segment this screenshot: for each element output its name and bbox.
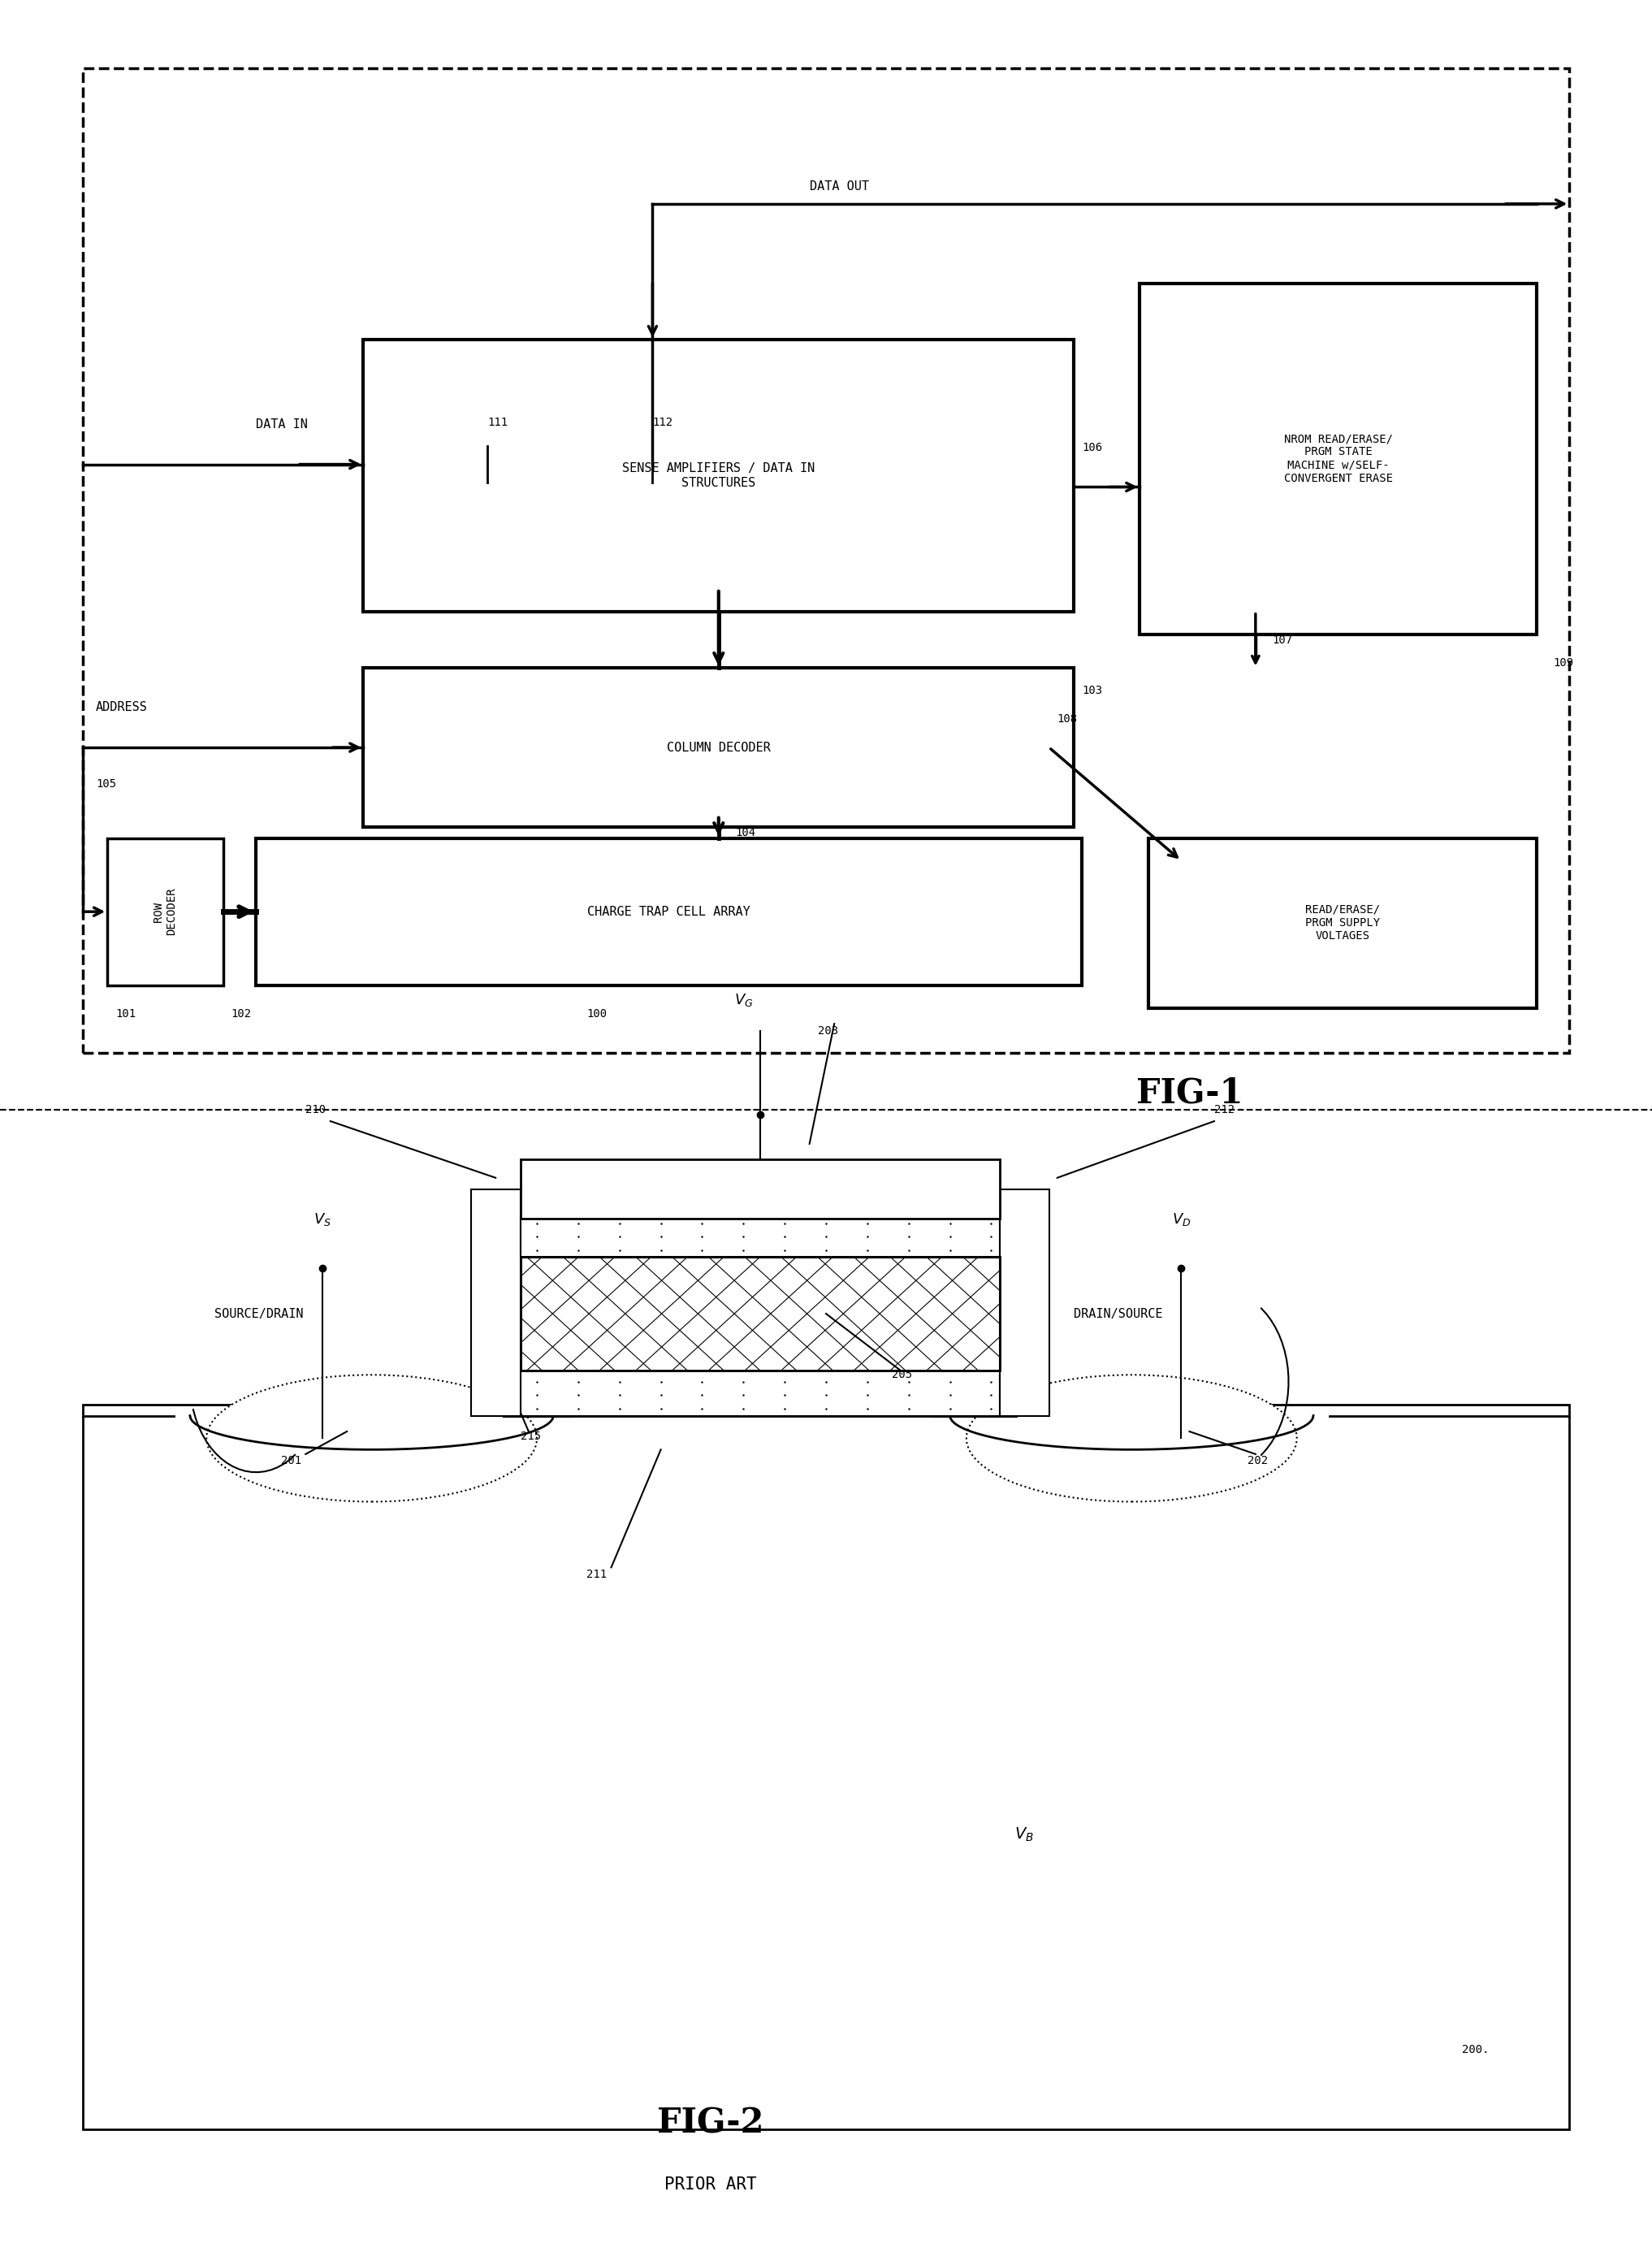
Text: 102: 102 — [231, 1008, 251, 1019]
Text: $V_D$: $V_D$ — [1171, 1212, 1191, 1228]
Bar — [520, 1257, 999, 1370]
Text: 109: 109 — [1553, 657, 1573, 668]
Text: 104: 104 — [735, 827, 755, 838]
Text: NROM READ/ERASE/
PRGM STATE
MACHINE w/SELF-
CONVERGENT ERASE: NROM READ/ERASE/ PRGM STATE MACHINE w/SE… — [1284, 433, 1393, 485]
Text: CHARGE TRAP CELL ARRAY: CHARGE TRAP CELL ARRAY — [588, 906, 750, 917]
Text: 200.: 200. — [1462, 2043, 1488, 2057]
Bar — [83, 1404, 1569, 2129]
Ellipse shape — [966, 1375, 1297, 1502]
Text: DATA OUT: DATA OUT — [809, 181, 869, 193]
Text: SENSE AMPLIFIERS / DATA IN
STRUCTURES: SENSE AMPLIFIERS / DATA IN STRUCTURES — [623, 462, 814, 489]
Text: $V_B$: $V_B$ — [1014, 1826, 1034, 1844]
Text: 210: 210 — [306, 1103, 325, 1117]
Text: 205: 205 — [892, 1368, 912, 1382]
Text: FIG-2: FIG-2 — [657, 2106, 763, 2140]
Bar — [1140, 283, 1536, 634]
Text: SOURCE/DRAIN: SOURCE/DRAIN — [215, 1307, 304, 1320]
Text: 101: 101 — [116, 1008, 135, 1019]
Bar — [520, 1257, 999, 1370]
Text: ADDRESS: ADDRESS — [96, 702, 147, 713]
Bar — [83, 68, 1569, 1053]
Bar — [520, 1219, 999, 1257]
Text: 215: 215 — [520, 1429, 540, 1443]
Text: FIG-1: FIG-1 — [1137, 1076, 1242, 1110]
Text: 106: 106 — [1082, 442, 1102, 453]
Ellipse shape — [206, 1375, 537, 1502]
Text: 105: 105 — [96, 779, 116, 790]
Text: 112: 112 — [653, 417, 672, 428]
FancyBboxPatch shape — [471, 1189, 520, 1416]
Text: DATA IN: DATA IN — [256, 419, 307, 430]
Text: 107: 107 — [1272, 634, 1292, 646]
Text: 212: 212 — [1214, 1103, 1234, 1117]
Text: 211: 211 — [586, 1567, 606, 1581]
Text: 203: 203 — [818, 1024, 838, 1037]
Bar — [520, 1370, 999, 1416]
Bar — [363, 340, 1074, 612]
Text: $V_S$: $V_S$ — [314, 1212, 330, 1228]
Text: ROW
DECODER: ROW DECODER — [154, 888, 177, 935]
Text: COLUMN DECODER: COLUMN DECODER — [667, 741, 770, 754]
Bar — [256, 838, 1082, 985]
Bar — [520, 1160, 999, 1219]
Text: 201: 201 — [281, 1454, 301, 1468]
Text: 100: 100 — [586, 1008, 606, 1019]
Text: READ/ERASE/
PRGM SUPPLY
VOLTAGES: READ/ERASE/ PRGM SUPPLY VOLTAGES — [1305, 904, 1379, 942]
Text: 202: 202 — [1247, 1454, 1267, 1468]
FancyBboxPatch shape — [999, 1189, 1049, 1416]
Bar — [107, 838, 223, 985]
Text: PRIOR ART: PRIOR ART — [664, 2177, 757, 2193]
Text: DRAIN/SOURCE: DRAIN/SOURCE — [1074, 1307, 1163, 1320]
Text: 108: 108 — [1057, 713, 1077, 725]
Bar — [363, 668, 1074, 827]
Text: $V_G$: $V_G$ — [733, 992, 753, 1008]
Text: 111: 111 — [487, 417, 507, 428]
Bar — [1148, 838, 1536, 1008]
Text: 103: 103 — [1082, 684, 1102, 698]
